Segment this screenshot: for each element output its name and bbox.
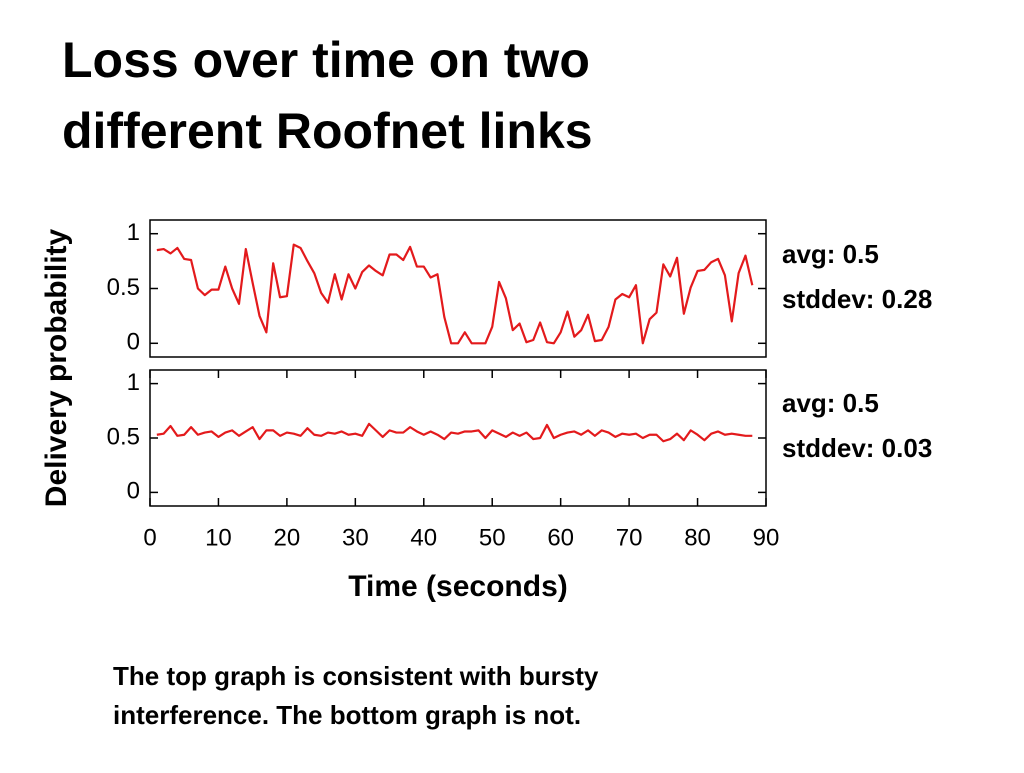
y-axis-label: Delivery probability: [40, 228, 73, 507]
caption: interference. The bottom graph is not.: [113, 700, 581, 730]
annotation: stddev: 0.28: [782, 284, 932, 314]
x-tick-label: 20: [274, 524, 301, 551]
annotation: avg: 0.5: [782, 388, 879, 418]
y-tick-label: 1: [127, 369, 140, 396]
x-tick-label: 80: [684, 524, 711, 551]
x-tick-label: 60: [547, 524, 574, 551]
annotation: avg: 0.5: [782, 239, 879, 269]
slide-title: different Roofnet links: [62, 103, 593, 159]
annotation: stddev: 0.03: [782, 433, 932, 463]
y-tick-label: 0: [127, 478, 140, 505]
slide-title: Loss over time on two: [62, 32, 590, 88]
plot-frame: [149, 219, 767, 358]
y-tick-label: 0.5: [107, 274, 140, 301]
y-tick-label: 0.5: [107, 423, 140, 450]
x-axis-label: Time (seconds): [348, 570, 568, 603]
x-tick-label: 70: [616, 524, 643, 551]
caption: The top graph is consistent with bursty: [113, 661, 599, 691]
x-tick-label: 90: [753, 524, 780, 551]
data-line: [156, 243, 754, 345]
x-tick-label: 40: [410, 524, 437, 551]
y-tick-label: 1: [127, 219, 140, 246]
x-tick-label: 10: [205, 524, 232, 551]
x-tick-label: 0: [143, 524, 156, 551]
plot-frame: [149, 369, 767, 507]
data-line: [156, 422, 753, 443]
x-tick-label: 50: [479, 524, 506, 551]
y-tick-label: 0: [127, 329, 140, 356]
x-tick-label: 30: [342, 524, 369, 551]
